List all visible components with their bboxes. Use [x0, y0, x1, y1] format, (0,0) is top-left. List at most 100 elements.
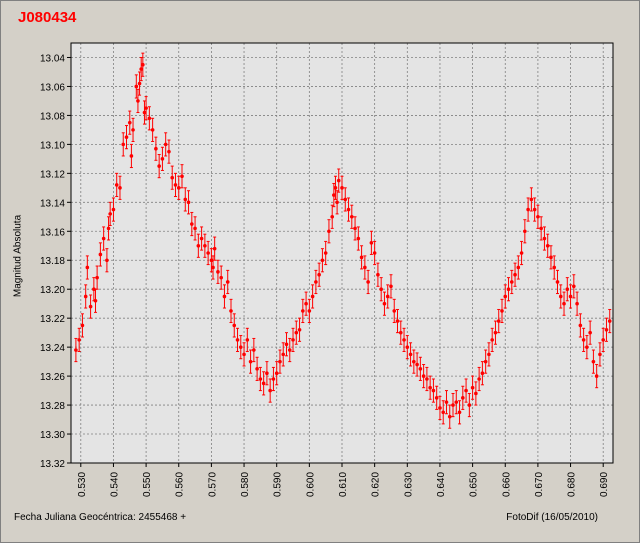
data-point: [137, 81, 142, 86]
data-point: [447, 414, 452, 419]
y-tick-label: 13.04: [40, 53, 65, 64]
data-point: [142, 110, 147, 115]
data-point: [294, 330, 299, 335]
data-point: [271, 377, 276, 381]
data-point: [509, 280, 514, 284]
y-tick-label: 13.16: [40, 227, 65, 238]
x-tick-label: 0.540: [109, 472, 120, 497]
data-point: [127, 120, 132, 125]
data-point: [594, 374, 599, 378]
data-point: [74, 348, 78, 352]
data-point: [464, 388, 468, 393]
data-point: [461, 396, 465, 400]
data-point: [212, 246, 217, 251]
data-point: [144, 106, 148, 110]
data-point: [598, 352, 602, 357]
data-point: [111, 207, 116, 212]
data-point: [356, 236, 361, 241]
data-point: [480, 371, 485, 376]
data-point: [248, 359, 253, 364]
data-point: [222, 294, 227, 299]
data-point: [327, 229, 331, 234]
data-point: [209, 258, 214, 263]
x-tick-label: 0.680: [567, 472, 578, 497]
data-point: [320, 258, 325, 263]
x-tick-label: 0.640: [436, 472, 447, 497]
data-point: [585, 345, 589, 349]
data-point: [379, 287, 383, 292]
data-point: [346, 207, 351, 212]
data-point: [519, 251, 524, 255]
data-point: [467, 403, 472, 407]
data-point: [575, 301, 579, 306]
y-tick-label: 13.20: [40, 285, 65, 296]
data-point: [529, 197, 534, 202]
y-tick-label: 13.12: [40, 169, 65, 180]
data-point: [252, 348, 256, 352]
data-point: [336, 178, 341, 183]
x-tick-label: 0.620: [371, 472, 382, 497]
x-tick-label: 0.690: [599, 472, 610, 497]
software-credit: FotoDif (16/05/2010): [506, 512, 598, 523]
data-point: [310, 294, 315, 299]
data-point: [408, 352, 413, 357]
data-point: [121, 142, 126, 147]
data-point: [578, 323, 583, 328]
data-point: [297, 327, 302, 332]
data-point: [477, 377, 481, 381]
data-point: [513, 272, 517, 277]
data-point: [114, 183, 119, 187]
data-point: [95, 275, 99, 280]
data-point: [317, 272, 321, 277]
data-point: [160, 157, 165, 161]
data-point: [235, 338, 240, 342]
y-tick-label: 13.26: [40, 372, 65, 383]
data-point: [581, 338, 586, 342]
data-point: [323, 251, 328, 255]
data-point: [503, 294, 508, 299]
data-point: [307, 309, 312, 313]
data-point: [190, 222, 194, 226]
y-tick-label: 13.14: [40, 198, 65, 209]
data-point: [343, 197, 348, 202]
x-tick-label: 0.670: [534, 472, 545, 497]
data-point: [173, 183, 178, 187]
data-point: [607, 319, 612, 323]
data-point: [139, 67, 143, 71]
data-point: [154, 146, 158, 151]
data-point: [180, 174, 184, 179]
data-point: [438, 406, 442, 410]
data-point: [549, 255, 553, 260]
y-tick-label: 13.22: [40, 314, 65, 325]
data-point: [199, 236, 204, 241]
data-point: [291, 338, 295, 342]
data-point: [261, 381, 266, 386]
data-point: [421, 374, 426, 378]
data-point: [203, 243, 207, 248]
data-point: [242, 352, 246, 357]
data-point: [470, 385, 475, 390]
plot-border: [70, 42, 614, 464]
data-point: [183, 197, 188, 202]
data-point: [136, 99, 140, 103]
data-point: [483, 359, 488, 364]
data-point: [176, 186, 181, 190]
data-point: [441, 410, 446, 415]
data-point: [539, 226, 543, 231]
data-point: [496, 319, 501, 323]
data-point: [93, 298, 98, 303]
data-point: [238, 345, 243, 349]
y-tick-label: 13.08: [40, 111, 65, 122]
data-point: [353, 226, 357, 231]
data-point: [487, 352, 491, 357]
y-ticks: 13.04 13.06 13.08 13.10 13.12 13.14 13.16 13.18…: [40, 53, 71, 470]
data-point: [562, 301, 566, 306]
data-point: [434, 396, 439, 400]
data-point: [425, 377, 429, 381]
data-point: [415, 362, 419, 367]
data-point: [333, 186, 338, 190]
data-point: [588, 330, 592, 335]
data-point: [428, 385, 432, 390]
data-point: [565, 287, 570, 292]
data-point: [536, 214, 540, 219]
